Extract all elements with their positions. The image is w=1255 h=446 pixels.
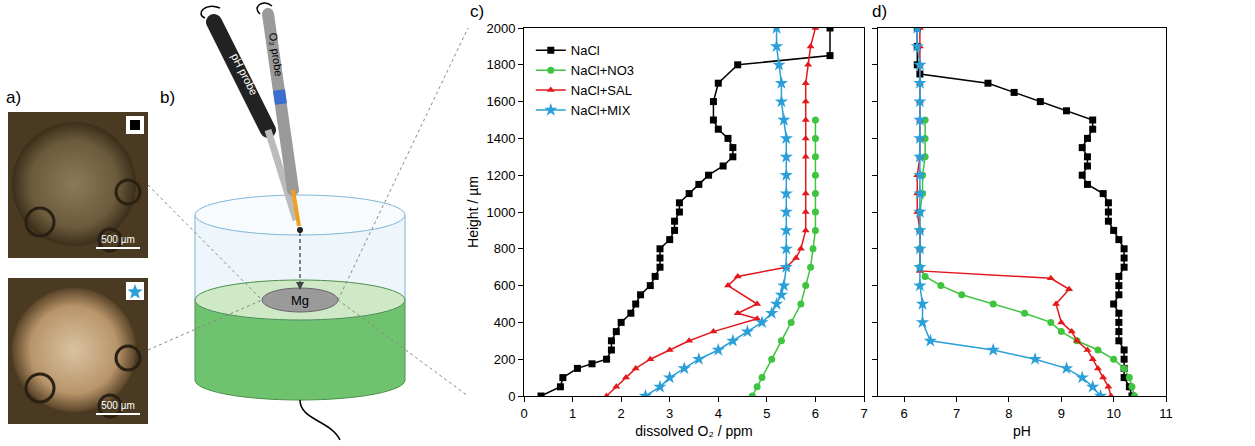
svg-text:3: 3: [666, 406, 673, 421]
svg-text:0: 0: [508, 389, 515, 404]
svg-text:1: 1: [569, 406, 576, 421]
svg-text:10: 10: [1106, 406, 1120, 421]
html-text:d): d): [872, 2, 888, 21]
svg-text:9: 9: [1058, 406, 1065, 421]
svg-text:11: 11: [1159, 406, 1173, 421]
svg-text:1400: 1400: [486, 131, 515, 146]
html-text:c): c): [470, 2, 485, 21]
svg-text:7: 7: [953, 406, 960, 421]
svg-text:1800: 1800: [486, 57, 515, 72]
svg-text:NaCl+MIX: NaCl+MIX: [571, 103, 631, 118]
svg-text:200: 200: [494, 352, 516, 367]
svg-text:2: 2: [618, 406, 625, 421]
svg-text:7: 7: [860, 406, 867, 421]
html-text:b): b): [160, 88, 176, 107]
svg-text:4: 4: [715, 406, 722, 421]
svg-text:5: 5: [763, 406, 770, 421]
svg-text:1600: 1600: [486, 94, 515, 109]
svg-text:NaCl+SAL: NaCl+SAL: [571, 83, 632, 98]
svg-text:0: 0: [520, 406, 527, 421]
svg-text:6: 6: [901, 406, 908, 421]
svg-text:8: 8: [1005, 406, 1012, 421]
svg-text:400: 400: [494, 315, 516, 330]
svg-text:2000: 2000: [486, 21, 515, 36]
svg-text:600: 600: [494, 278, 516, 293]
html-text:a): a): [6, 88, 22, 107]
svg-text:O₂ probe: O₂ probe: [267, 32, 285, 77]
svg-text:dissolved O₂ / ppm: dissolved O₂ / ppm: [635, 423, 752, 439]
svg-text:500 µm: 500 µm: [101, 234, 135, 245]
svg-text:500 µm: 500 µm: [101, 400, 135, 411]
svg-text:6: 6: [812, 406, 819, 421]
svg-text:pH probe: pH probe: [229, 51, 260, 97]
svg-text:800: 800: [494, 241, 516, 256]
svg-text:1200: 1200: [486, 168, 515, 183]
svg-text:Height / µm: Height / µm: [465, 176, 481, 248]
svg-text:NaCl: NaCl: [571, 43, 600, 58]
svg-text:1000: 1000: [486, 205, 515, 220]
svg-text:pH: pH: [1013, 423, 1031, 439]
svg-text:Mg: Mg: [291, 293, 309, 308]
svg-text:NaCl+NO3: NaCl+NO3: [571, 63, 634, 78]
